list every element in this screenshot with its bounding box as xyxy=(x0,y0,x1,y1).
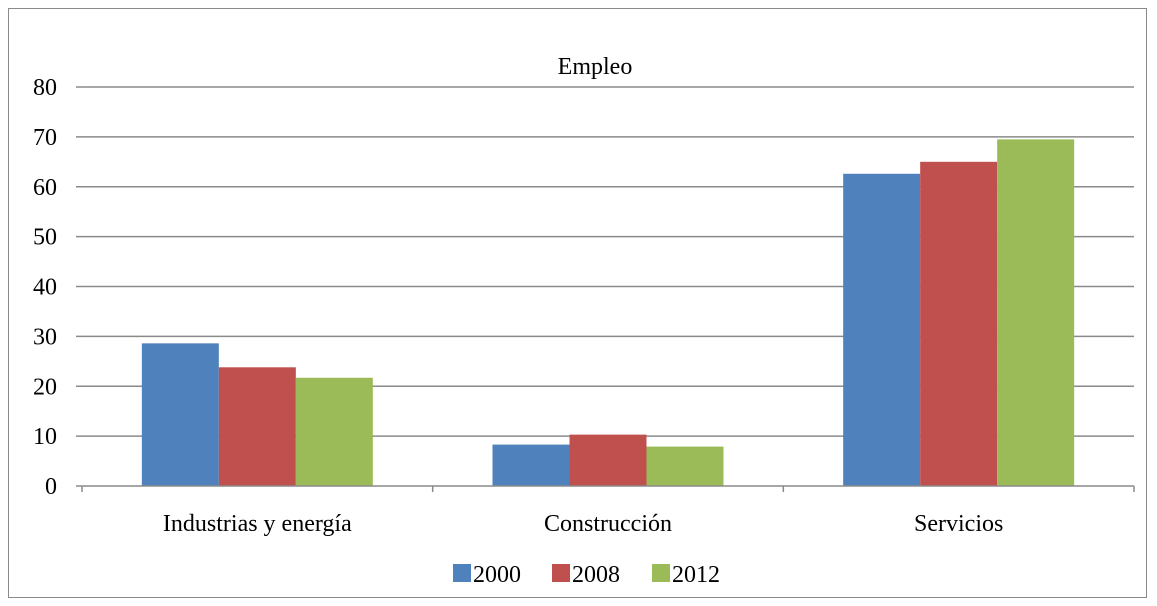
y-tick-label: 80 xyxy=(33,75,57,101)
y-tick-label: 40 xyxy=(33,275,57,301)
bar-2008-1 xyxy=(218,367,296,486)
legend-label: 2008 xyxy=(572,562,620,588)
bar-2012-3 xyxy=(997,139,1075,486)
category-label: Construcción xyxy=(544,511,672,537)
chart-title: Empleo xyxy=(558,54,633,80)
y-tick-label: 60 xyxy=(33,175,57,201)
category-labels: Industrias y energía Construcción Servicio… xyxy=(163,511,1003,537)
y-tick-label: 10 xyxy=(33,424,57,450)
category-label: Servicios xyxy=(914,511,1003,537)
y-tick-label: 30 xyxy=(33,324,57,350)
bar-2000-3 xyxy=(843,173,921,486)
x-axis-tick-marks xyxy=(81,486,1135,492)
bar-2012-2 xyxy=(646,446,724,486)
category-label: Industrias y energía xyxy=(163,511,352,537)
bar-2008-3 xyxy=(920,161,998,486)
y-tick-label: 70 xyxy=(33,125,57,151)
y-axis-ticks: 0 10 20 30 40 50 60 70 80 xyxy=(33,75,57,500)
bar-2008-2 xyxy=(569,434,647,486)
legend-swatch-2012 xyxy=(652,564,670,582)
legend-swatch-2000 xyxy=(453,564,471,582)
bar-2012-1 xyxy=(295,377,373,486)
bars xyxy=(141,139,1075,486)
legend-swatch-2008 xyxy=(552,564,570,582)
y-tick-label: 50 xyxy=(33,225,57,251)
legend-label: 2012 xyxy=(672,562,720,588)
y-tick-label: 0 xyxy=(45,474,57,500)
bar-2000-1 xyxy=(141,343,219,486)
y-tick-label: 20 xyxy=(33,374,57,400)
legend: 2000 2008 2012 xyxy=(453,562,720,588)
legend-label: 2000 xyxy=(473,562,521,588)
bar-2000-2 xyxy=(492,444,570,486)
